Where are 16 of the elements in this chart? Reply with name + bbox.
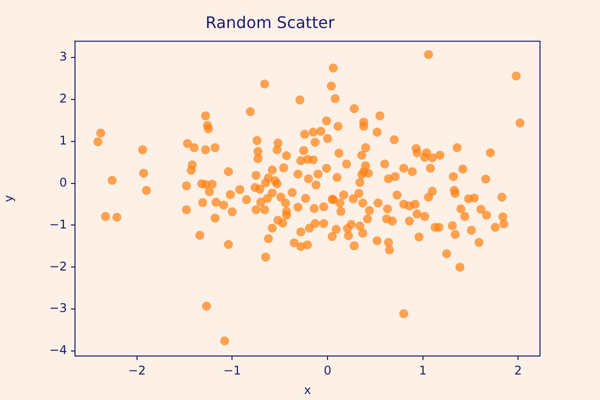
y-tick-label: 0 — [59, 175, 67, 190]
x-tick-label: 2 — [514, 363, 522, 378]
y-tick-label: −2 — [49, 259, 67, 274]
y-tick-label: −1 — [49, 217, 67, 232]
y-tick-label: 2 — [59, 92, 67, 106]
y-tick-label: 3 — [59, 50, 67, 64]
chart-title: Random Scatter — [205, 12, 335, 32]
x-tick-label: 0 — [324, 363, 332, 378]
x-axis-title: x — [304, 382, 312, 397]
x-tick-label: −1 — [223, 363, 242, 378]
y-axis-title: y — [1, 195, 16, 202]
x-tick-label: 1 — [418, 363, 427, 378]
y-tick-label: −3 — [49, 301, 67, 316]
y-tick-label: −4 — [49, 343, 67, 358]
x-tick-label: −2 — [128, 363, 146, 378]
y-tick-label: 1 — [59, 134, 67, 148]
